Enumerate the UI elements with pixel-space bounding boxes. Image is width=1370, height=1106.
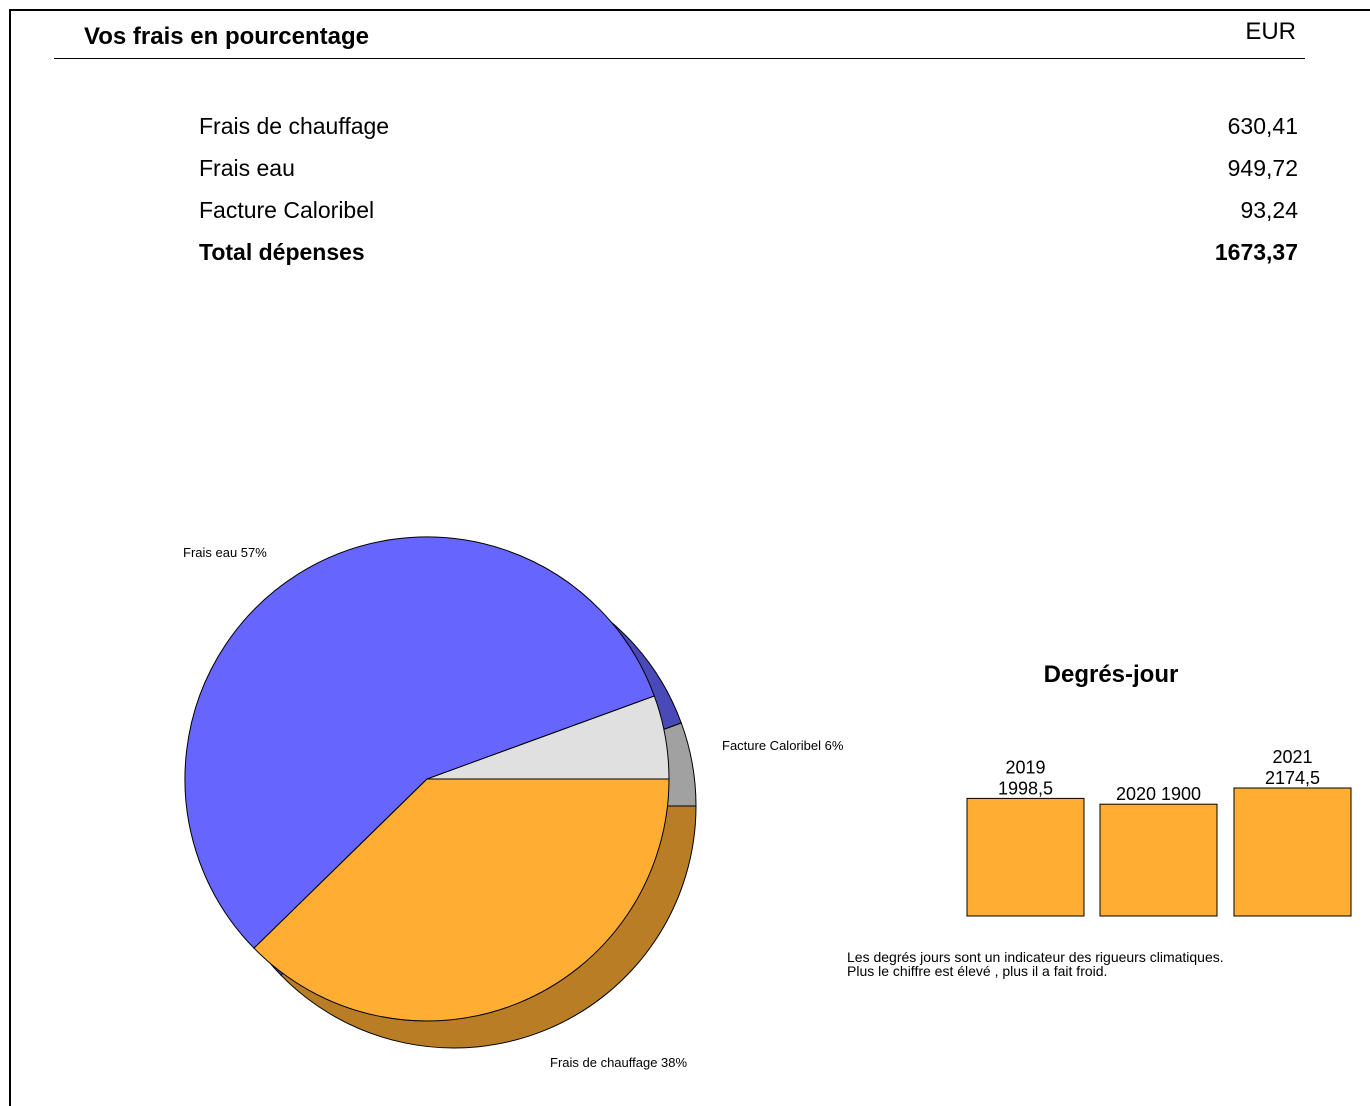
- cost-value-water: 949,72: [1227, 155, 1298, 181]
- cost-value-caloribel: 93,24: [1240, 197, 1298, 223]
- degree-days-label-2019-1: 2019: [1005, 757, 1045, 777]
- degree-days-label-2019-2: 1998,5: [998, 778, 1053, 798]
- degree-days-bar-2019: [966, 797, 1085, 917]
- pie-slice-frais-eau: [184, 536, 655, 949]
- page-frame: [9, 9, 1370, 1106]
- cost-label-heating: Frais de chauffage: [199, 113, 390, 139]
- degree-days-note: Les degrés jours sont un indicateur des …: [847, 950, 1224, 978]
- pie-label-2: Facture Caloribel 6%: [722, 738, 844, 753]
- cost-label-water: Frais eau: [199, 155, 295, 181]
- degree-days-label-2021-1: 2021: [1272, 747, 1312, 767]
- cost-label-caloribel: Facture Caloribel: [199, 197, 375, 223]
- pie-chart: Frais eau 57% Facture Caloribel 6% Frais d…: [183, 536, 844, 1070]
- pie-label-1: Frais eau 57%: [183, 545, 267, 560]
- total-label: Total dépenses: [199, 239, 365, 265]
- total-value: 1673,37: [1214, 239, 1298, 265]
- currency-label: EUR: [1245, 18, 1296, 45]
- pie-slice-frais-de-chauffage: [253, 778, 670, 1022]
- page-title: Vos frais en pourcentage: [84, 23, 369, 50]
- note-line-2: Plus le chiffre est élevé , plus il a fa…: [847, 963, 1108, 979]
- degree-days-label-2020-1: 2020 1900: [1116, 784, 1201, 804]
- degree-days-label-2021-2: 2174,5: [1265, 768, 1320, 788]
- header-divider: [54, 58, 1305, 59]
- note-line-1: Les degrés jours sont un indicateur des …: [847, 949, 1224, 965]
- pie-label-3: Frais de chauffage 38%: [550, 1055, 688, 1070]
- degree-days-title: Degrés-jour: [1044, 661, 1179, 688]
- degree-days-bar-2021: [1233, 787, 1352, 917]
- cost-value-heating: 630,41: [1227, 113, 1298, 139]
- degree-days-bar-2020: [1099, 803, 1218, 917]
